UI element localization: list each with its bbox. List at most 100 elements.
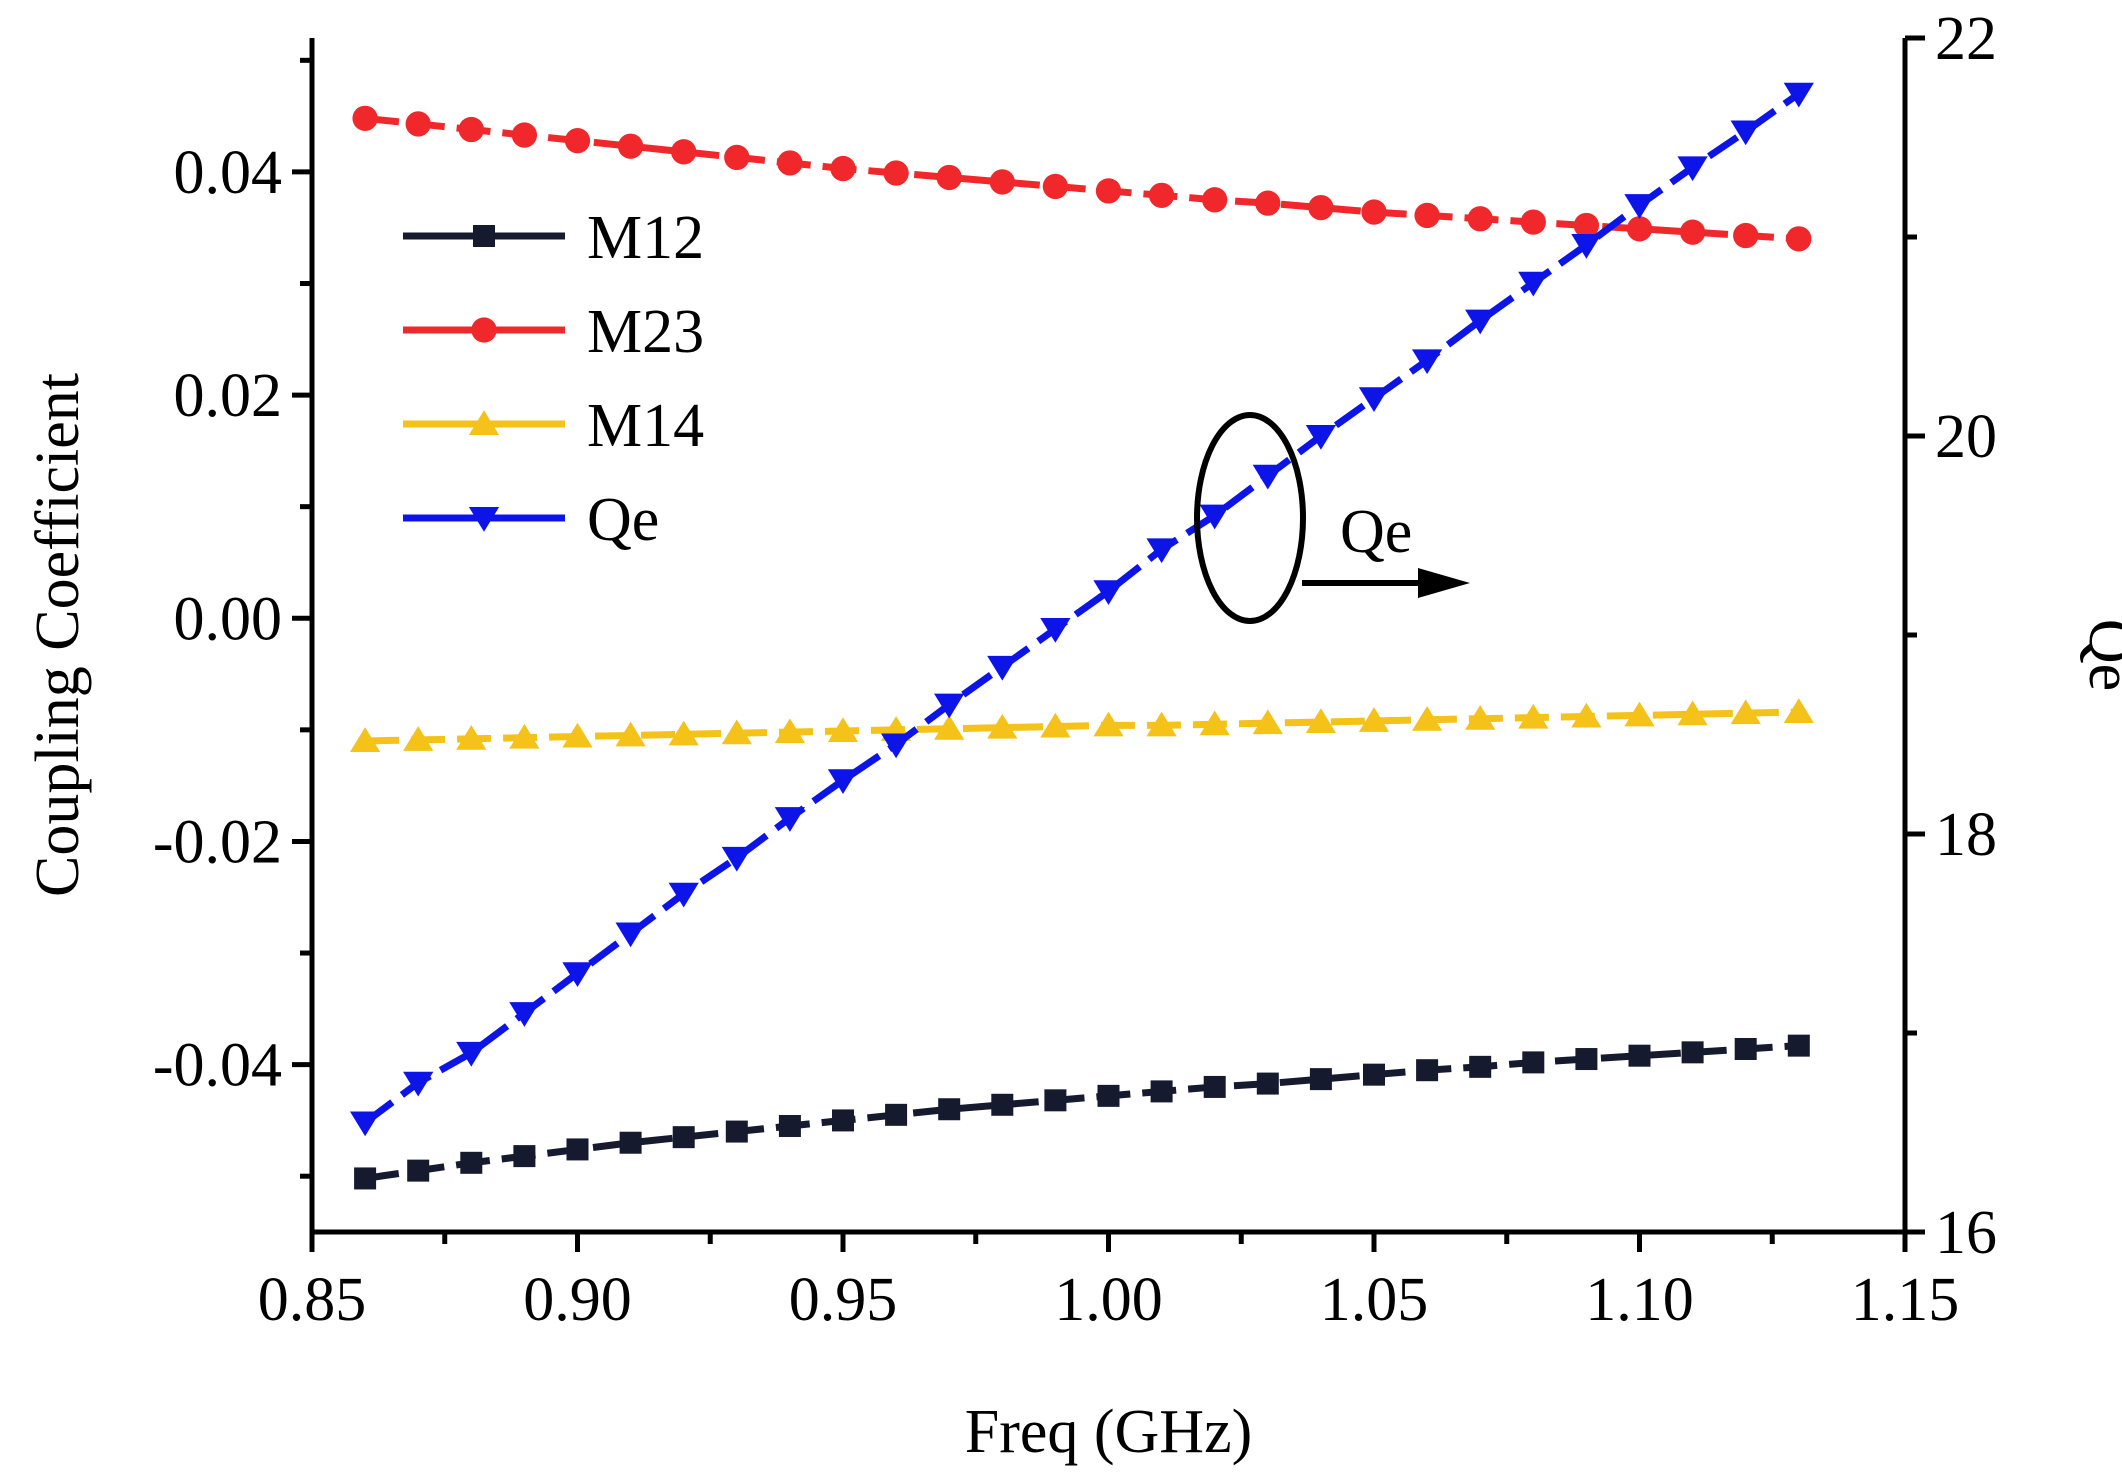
annotation-label: Qe bbox=[1340, 498, 1412, 566]
series-qe-point-13 bbox=[1040, 618, 1071, 643]
series-m14-point-27 bbox=[1783, 698, 1814, 723]
series-m12-point-12 bbox=[991, 1093, 1014, 1116]
series-m14-point-8 bbox=[774, 718, 806, 744]
qe-annotation: Qe bbox=[1194, 412, 1470, 624]
series-m14-point-23 bbox=[1571, 702, 1602, 728]
series-m23-point-22 bbox=[1520, 209, 1546, 235]
series-m12-point-9 bbox=[832, 1109, 854, 1132]
series-qe-point-22 bbox=[1518, 271, 1549, 297]
series-qe-point-8 bbox=[774, 807, 806, 832]
series-m12-point-25 bbox=[1681, 1041, 1704, 1064]
series-m12-point-7 bbox=[725, 1120, 748, 1143]
series-m14-point-16 bbox=[1199, 710, 1230, 736]
series-m23-point-15 bbox=[1148, 182, 1175, 208]
y-tick-label-1: -0.02 bbox=[153, 808, 282, 876]
series-m12-point-8 bbox=[778, 1114, 801, 1137]
series-m14-point-18 bbox=[1305, 708, 1337, 734]
series-m23-point-20 bbox=[1414, 202, 1440, 229]
y2-tick-label-1: 18 bbox=[1935, 801, 1997, 869]
series-qe-point-7 bbox=[721, 846, 752, 872]
series-m12-point-5 bbox=[619, 1131, 642, 1154]
series-qe-point-3 bbox=[509, 1002, 540, 1027]
series-m14-point-4 bbox=[562, 722, 593, 748]
x-tick-label-6: 1.15 bbox=[1851, 1266, 1960, 1334]
series-qe-point-24 bbox=[1624, 194, 1655, 219]
series-qe-point-17 bbox=[1252, 464, 1283, 490]
series-m12-line bbox=[364, 1042, 1800, 1182]
series-m23-point-6 bbox=[671, 139, 697, 165]
series-m12-point-2 bbox=[460, 1151, 483, 1174]
series-qe-point-26 bbox=[1730, 120, 1761, 146]
annotation-arrow-head bbox=[1418, 568, 1470, 598]
series-m14-point-11 bbox=[934, 714, 965, 740]
series-qe-point-16 bbox=[1199, 504, 1230, 530]
legend-m14-label: M14 bbox=[587, 392, 704, 460]
series-m23-point-16 bbox=[1202, 187, 1228, 213]
series-m12-point-17 bbox=[1256, 1072, 1279, 1095]
series-qe-point-9 bbox=[827, 769, 859, 795]
x-tick-label-0: 0.85 bbox=[258, 1266, 367, 1334]
legend-m12-label: M12 bbox=[587, 204, 704, 272]
x-tick-label-1: 0.90 bbox=[523, 1266, 632, 1334]
series-m14-point-20 bbox=[1411, 706, 1443, 731]
series-qe-point-23 bbox=[1571, 233, 1602, 259]
series-m23-point-3 bbox=[511, 122, 538, 148]
series-m12-point-4 bbox=[566, 1138, 589, 1161]
legend-m23-marker bbox=[471, 317, 497, 343]
series-m23-point-4 bbox=[564, 128, 591, 154]
series-m14-point-19 bbox=[1358, 707, 1390, 732]
series-m14-point-25 bbox=[1677, 700, 1708, 726]
y2-axis-title: Qe bbox=[2076, 619, 2122, 691]
y-axis-title: Coupling Coefficient bbox=[24, 373, 92, 897]
series-m23-point-9 bbox=[830, 155, 856, 182]
series-qe-point-21 bbox=[1465, 309, 1496, 335]
series-m14-point-2 bbox=[456, 725, 487, 750]
axes-layer: 0.85 0.90 0.95 1.00 1.05 1.10 1.15 -0.04 -0.02 0.… bbox=[24, 5, 2122, 1466]
series-m14-point-12 bbox=[987, 713, 1018, 739]
series-m14-line bbox=[365, 708, 1799, 745]
y-tick-label-0: -0.04 bbox=[153, 1032, 282, 1100]
series-m23-point-7 bbox=[724, 144, 750, 171]
series-m12-point-20 bbox=[1416, 1059, 1439, 1082]
series-m12-point-11 bbox=[938, 1098, 961, 1121]
legend-qe-marker bbox=[468, 507, 500, 532]
series-qe-point-25 bbox=[1677, 156, 1708, 182]
series-m12-point-0 bbox=[354, 1167, 377, 1190]
series-qe-point-15 bbox=[1146, 538, 1177, 564]
series-m14-point-17 bbox=[1252, 709, 1283, 735]
series-m23-point-27 bbox=[1786, 226, 1812, 252]
x-axis-title: Freq (GHz) bbox=[965, 1398, 1253, 1466]
series-m14-point-9 bbox=[827, 717, 859, 742]
series-m14-point-13 bbox=[1040, 712, 1071, 738]
series-qe-point-18 bbox=[1305, 425, 1337, 450]
series-m23-point-0 bbox=[352, 105, 378, 131]
series-m23-point-23 bbox=[1573, 212, 1600, 239]
series-m14-point-6 bbox=[668, 720, 699, 746]
legend-qe-label: Qe bbox=[587, 486, 659, 554]
series-m12-point-27 bbox=[1787, 1034, 1810, 1057]
x-tick-label-5: 1.10 bbox=[1585, 1266, 1694, 1334]
series-m14-point-3 bbox=[509, 723, 540, 749]
series-m12-point-6 bbox=[672, 1126, 695, 1149]
series-m23-point-12 bbox=[989, 169, 1015, 195]
series-qe-point-19 bbox=[1358, 387, 1390, 412]
series-m23-point-13 bbox=[1042, 173, 1069, 200]
series-m23-point-17 bbox=[1255, 190, 1281, 216]
series-m14-point-5 bbox=[615, 721, 646, 747]
series-qe-point-27 bbox=[1783, 82, 1814, 108]
series-m12-point-3 bbox=[513, 1145, 536, 1168]
series-qe-point-20 bbox=[1411, 349, 1443, 375]
series-qe-point-0 bbox=[349, 1111, 381, 1137]
series-m23-point-1 bbox=[405, 111, 431, 137]
series-m23-point-2 bbox=[458, 116, 484, 143]
y2-tick-label-2: 20 bbox=[1935, 403, 1997, 471]
legend-m23-label: M23 bbox=[587, 298, 704, 366]
series-m23-line bbox=[364, 114, 1800, 243]
y-tick-label-4: 0.04 bbox=[174, 139, 283, 207]
series-m14-point-24 bbox=[1624, 701, 1655, 727]
series-m12-point-1 bbox=[407, 1159, 430, 1182]
series-m12-point-23 bbox=[1575, 1048, 1598, 1071]
series-m23-point-19 bbox=[1361, 199, 1387, 225]
